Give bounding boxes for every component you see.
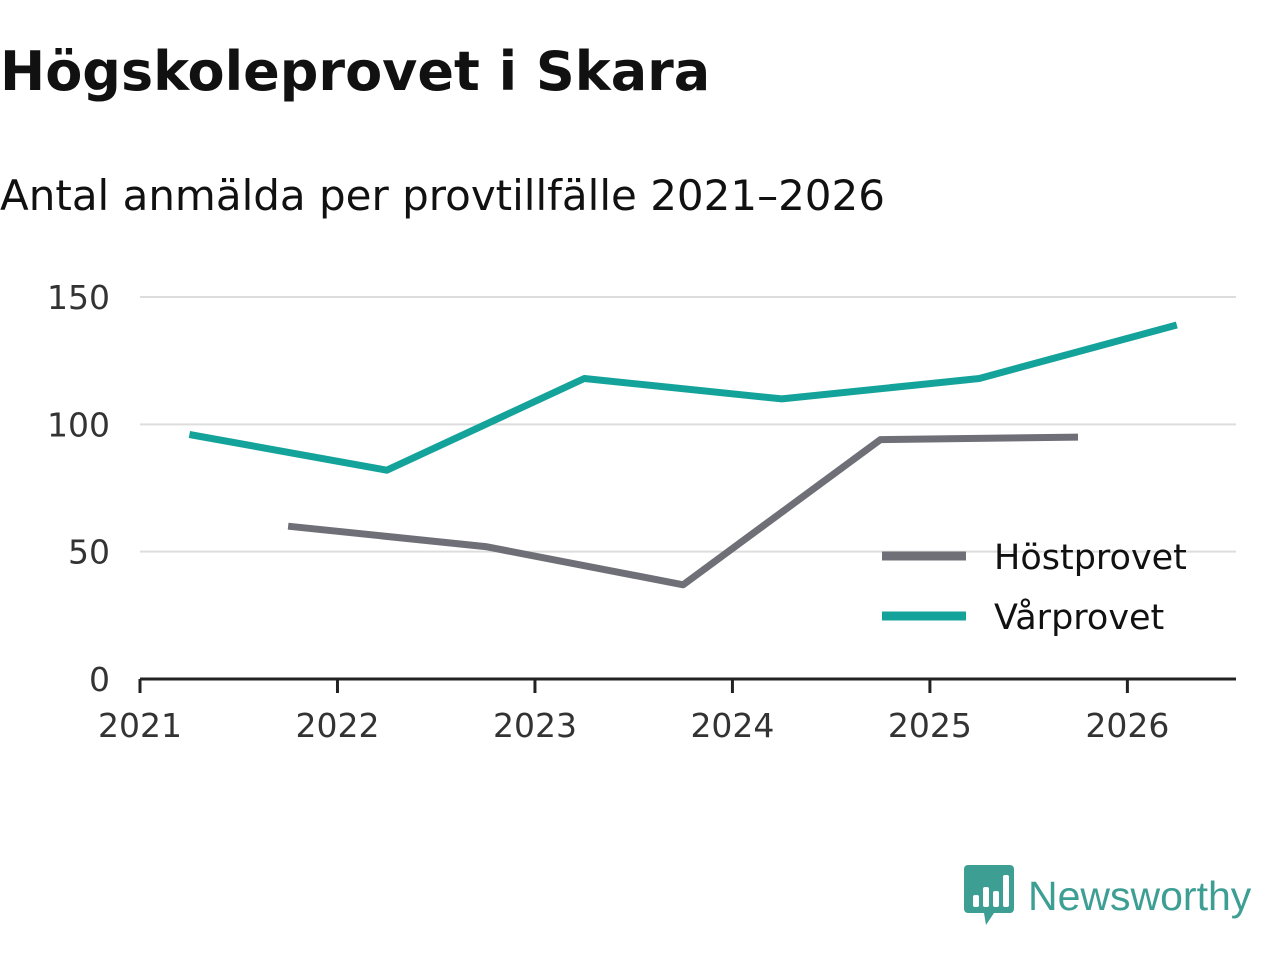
- brand-name: Newsworthy: [1028, 873, 1252, 919]
- chart-subtitle: Antal anmälda per provtillfälle 2021–202…: [0, 171, 885, 220]
- legend: Höstprovet Vårprovet: [882, 538, 1187, 638]
- x-tick-label: 2025: [888, 706, 972, 745]
- series-lines: [188, 321, 1178, 589]
- y-axis-ticks: 0 50 100 150: [47, 278, 110, 699]
- grid-lines: [140, 296, 1236, 553]
- chart-title: Högskoleprovet i Skara: [0, 40, 711, 103]
- x-tick-label: 2026: [1085, 706, 1169, 745]
- x-tick-label: 2023: [493, 706, 577, 745]
- x-axis: 2021 2022 2023 2024 2025 2026: [98, 677, 1236, 745]
- series-line-1: [188, 321, 1178, 474]
- y-tick-label: 150: [47, 278, 110, 317]
- series-line-0: [287, 433, 1079, 589]
- y-tick-label: 50: [68, 533, 110, 572]
- y-tick-label: 0: [89, 660, 110, 699]
- x-tick-label: 2022: [295, 706, 379, 745]
- legend-label: Höstprovet: [994, 538, 1187, 578]
- x-tick-label: 2021: [98, 706, 182, 745]
- y-tick-label: 100: [47, 405, 110, 444]
- x-tick-label: 2024: [690, 706, 774, 745]
- bar-chart-speech-bubble-icon: [964, 865, 1014, 925]
- brand-logo: Newsworthy: [964, 864, 1251, 928]
- legend-label: Vårprovet: [994, 597, 1164, 638]
